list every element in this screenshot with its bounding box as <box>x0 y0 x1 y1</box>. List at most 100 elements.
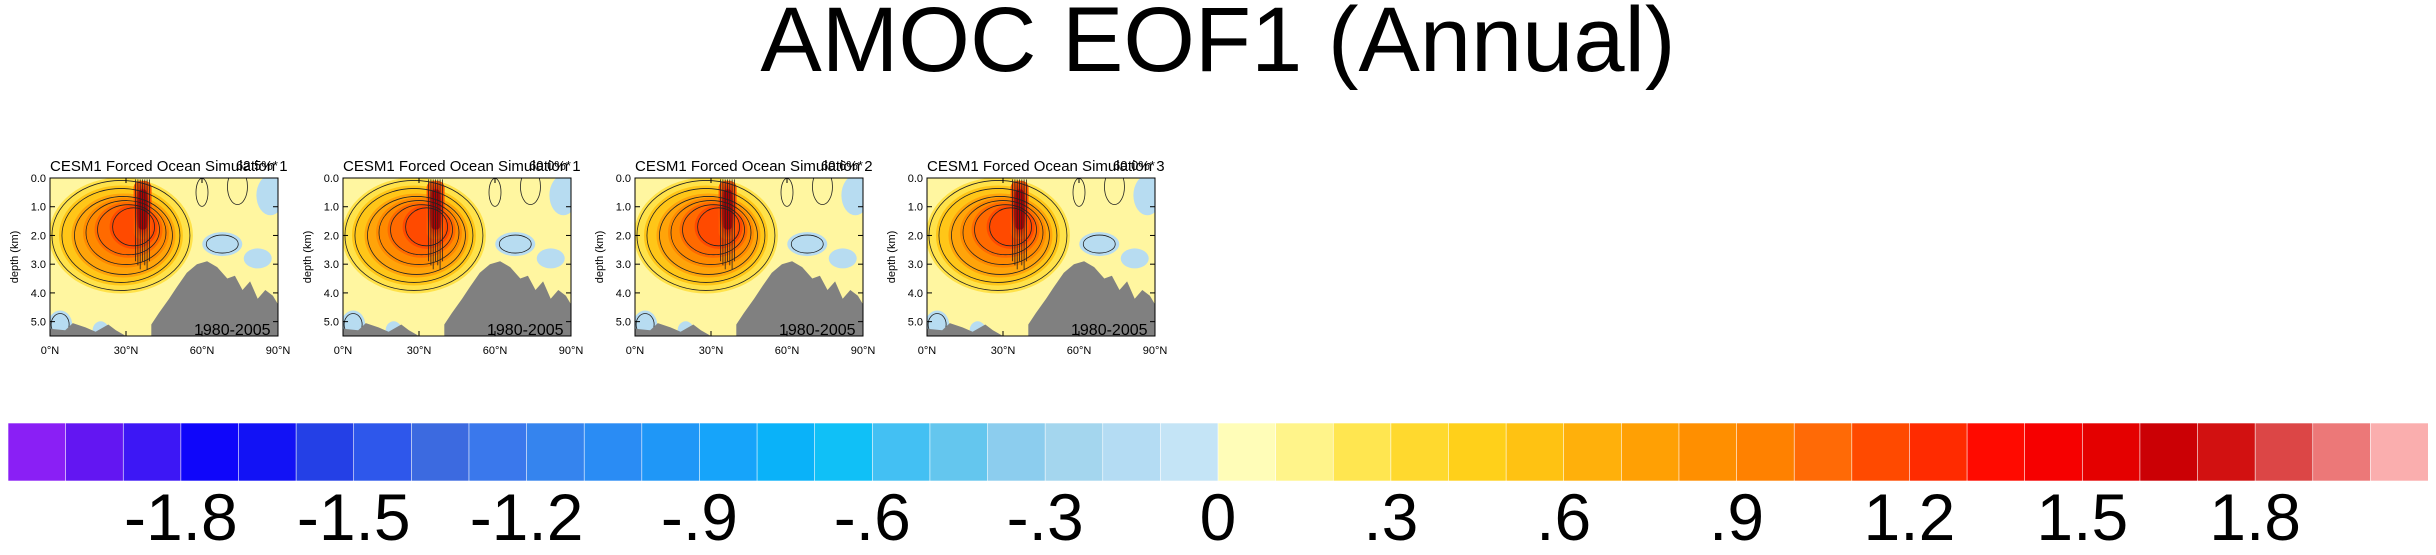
colorbar-box <box>1909 423 1968 481</box>
y-axis-label: depth (km) <box>594 231 606 284</box>
y-axis-label: depth (km) <box>9 231 21 284</box>
plot-frame <box>926 177 1156 337</box>
colorbar-box <box>583 423 643 481</box>
colorbar-box <box>1160 423 1219 481</box>
colorbar-label: 0 <box>1199 480 1237 554</box>
eof-panel: 0.0 1.0 2.0 3.0 4.0 5.0 0°N 30°N 60°N 90°N depth (… <box>0 155 300 375</box>
x-tick-label: 0°N <box>918 345 937 357</box>
colorbar-box <box>987 423 1046 481</box>
colorbar-label: -.9 <box>660 480 738 554</box>
eof-panel: 0.0 1.0 2.0 3.0 4.0 5.0 0°N 30°N 60°N 90°N depth (… <box>877 155 1177 375</box>
eof-panel: 0.0 1.0 2.0 3.0 4.0 5.0 0°N 30°N 60°N 90°N depth (… <box>585 155 885 375</box>
colorbar-box <box>238 423 297 481</box>
contour-lines <box>343 178 541 336</box>
colorbar-box <box>929 423 989 481</box>
y-tick-label: 0.0 <box>908 173 923 185</box>
bathymetry-mask <box>736 261 863 336</box>
plot-frame <box>49 177 279 337</box>
panel-period: 1980-2005 <box>779 322 856 339</box>
y-tick-label: 4.0 <box>908 288 923 300</box>
colorbar-box <box>8 423 67 481</box>
y-tick-label: 5.0 <box>31 317 46 329</box>
colorbar-box <box>1736 423 1795 481</box>
y-tick-label: 0.0 <box>324 173 339 185</box>
panel-title: CESM1 Forced Ocean Simulation 3 <box>927 158 1165 175</box>
y-tick-label: 3.0 <box>908 259 923 271</box>
x-tick-label: 60°N <box>775 345 800 357</box>
colorbar-label: 1.2 <box>1863 480 1956 554</box>
colorbar-box <box>871 423 931 481</box>
plot-frame <box>634 177 864 337</box>
x-tick-label: 60°N <box>190 345 215 357</box>
colorbar-box <box>353 423 412 481</box>
x-tick-label: 30°N <box>991 345 1016 357</box>
y-tick-label: 0.0 <box>616 173 631 185</box>
panel-plot: 0.0 1.0 2.0 3.0 4.0 5.0 0°N 30°N 60°N 90°N depth (… <box>886 173 1167 357</box>
colorbar-label: -1.5 <box>296 480 411 554</box>
colorbar-box <box>814 423 873 481</box>
y-tick-label: 1.0 <box>616 202 631 214</box>
y-tick-label: 2.0 <box>908 230 923 242</box>
field-fill <box>927 178 1155 336</box>
x-tick-label: 90°N <box>851 345 876 357</box>
x-tick-label: 60°N <box>483 345 508 357</box>
colorbar-box <box>2197 423 2256 481</box>
panel-title: CESM1 Forced Ocean Simulation 1 <box>50 158 288 175</box>
colorbar-box <box>756 423 816 481</box>
colorbar-box <box>411 423 470 481</box>
contour-lines <box>635 178 833 336</box>
colorbar-box <box>1505 423 1565 481</box>
colorbar-box <box>1217 423 1277 481</box>
colorbar-label: 1.5 <box>2036 480 2129 554</box>
y-axis-label: depth (km) <box>302 231 314 284</box>
x-tick-label: 30°N <box>407 345 432 357</box>
panel-percent-variance: 60.0%* <box>1113 158 1155 173</box>
colorbar-box <box>1390 423 1450 481</box>
y-tick-label: 0.0 <box>31 173 46 185</box>
colorbar-box <box>1678 423 1738 481</box>
colorbar-label: -1.2 <box>469 480 584 554</box>
colorbar-box <box>65 423 124 481</box>
colorbar-label: .9 <box>1709 480 1765 554</box>
colorbar-label: -1.8 <box>123 480 238 554</box>
y-tick-label: 3.0 <box>324 259 339 271</box>
colorbar-box <box>468 423 528 481</box>
y-tick-label: 2.0 <box>324 230 339 242</box>
y-tick-label: 5.0 <box>324 317 339 329</box>
x-tick-label: 90°N <box>266 345 291 357</box>
colorbar-box <box>1332 423 1392 481</box>
y-tick-label: 2.0 <box>616 230 631 242</box>
x-tick-label: 60°N <box>1067 345 1092 357</box>
bathymetry-mask <box>635 323 711 336</box>
y-tick-label: 5.0 <box>616 317 631 329</box>
x-tick-label: 0°N <box>334 345 353 357</box>
bathymetry-mask <box>927 323 1003 336</box>
colorbar-label: -.3 <box>1006 480 1084 554</box>
colorbar-box <box>1966 423 2026 481</box>
panel-title: CESM1 Forced Ocean Simulation 1 <box>343 158 581 175</box>
colorbar-box <box>2024 423 2083 481</box>
panel-percent-variance: 60.6%* <box>821 158 863 173</box>
x-tick-label: 30°N <box>114 345 139 357</box>
y-tick-label: 4.0 <box>31 288 46 300</box>
colorbar-box <box>2139 423 2199 481</box>
x-tick-label: 0°N <box>626 345 645 357</box>
y-tick-label: 4.0 <box>616 288 631 300</box>
colorbar <box>8 423 2428 481</box>
colorbar-box <box>526 423 585 481</box>
colorbar-box <box>2254 423 2314 481</box>
x-tick-label: 0°N <box>41 345 60 357</box>
colorbar-box <box>1621 423 1680 481</box>
panel-period: 1980-2005 <box>487 322 564 339</box>
colorbar-box <box>1563 423 1622 481</box>
colorbar-box <box>1793 423 1853 481</box>
panel-title: CESM1 Forced Ocean Simulation 2 <box>635 158 873 175</box>
panel-plot: 0.0 1.0 2.0 3.0 4.0 5.0 0°N 30°N 60°N 90°N depth (… <box>594 173 876 357</box>
colorbar-box <box>2312 423 2371 481</box>
bathymetry-mask <box>151 261 278 336</box>
field-fill <box>635 178 863 336</box>
panel-plot: 0.0 1.0 2.0 3.0 4.0 5.0 0°N 30°N 60°N 90°N depth (… <box>9 173 291 357</box>
colorbar-box <box>1044 423 1104 481</box>
panel-percent-variance: 60.0%* <box>529 158 571 173</box>
y-tick-label: 1.0 <box>324 202 339 214</box>
